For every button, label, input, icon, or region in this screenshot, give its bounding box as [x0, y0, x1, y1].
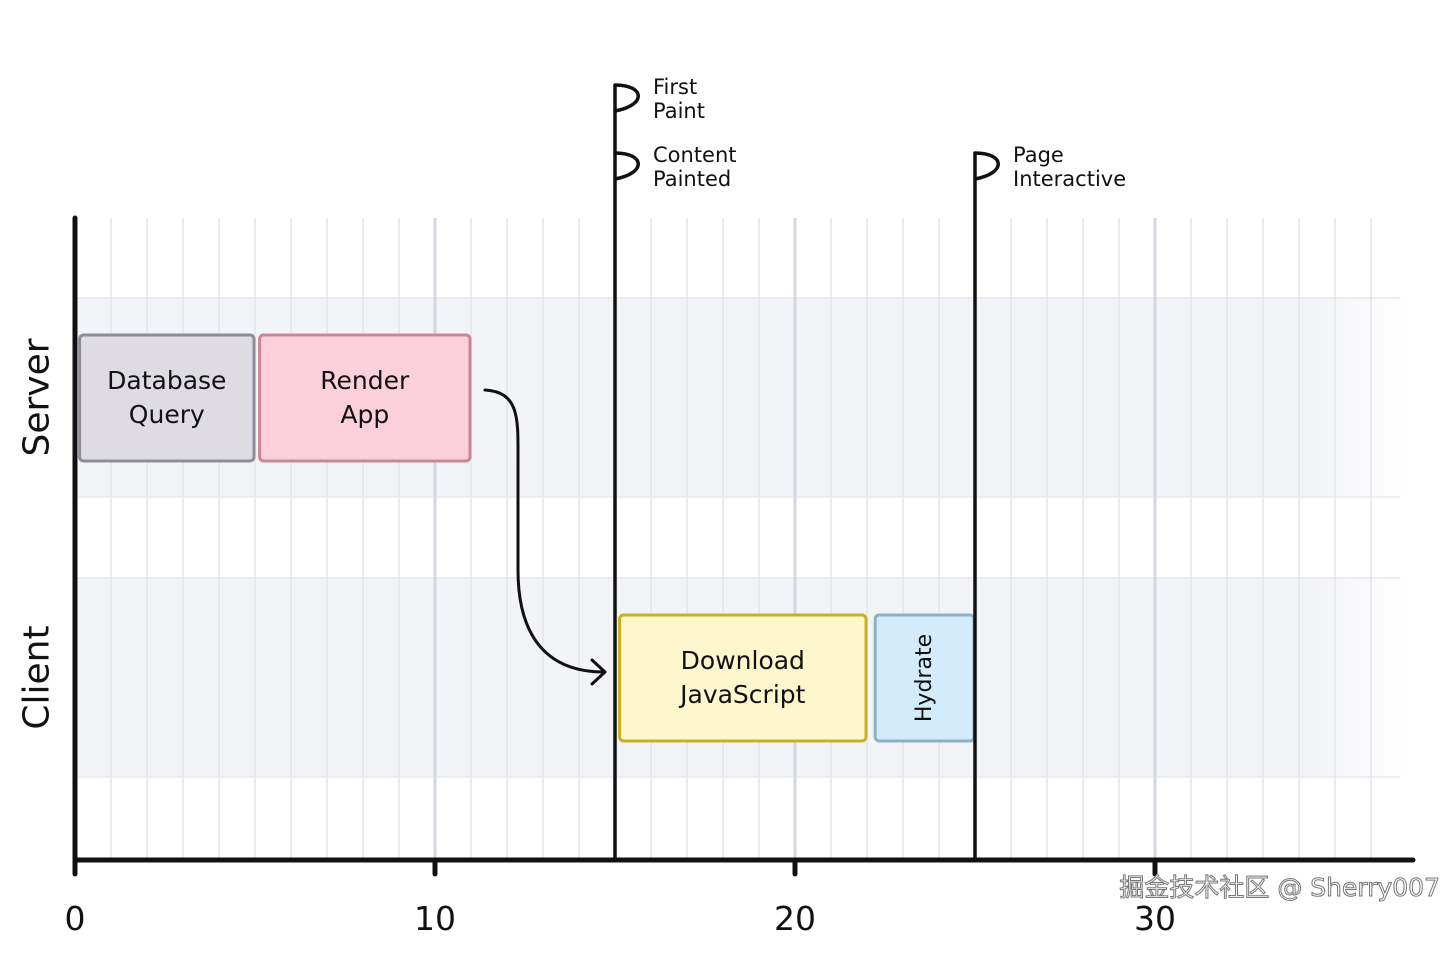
task-render-app: Render App [258, 333, 472, 463]
milestone-label: Page [1013, 143, 1064, 167]
row-label-server: Server [17, 338, 58, 456]
task-label: Query [129, 400, 205, 429]
task-database-query: Database Query [78, 333, 256, 463]
task-label: JavaScript [678, 680, 806, 709]
flag-icon [973, 151, 1000, 181]
x-tick-label: 10 [414, 899, 456, 938]
x-tick-label: 0 [65, 899, 86, 938]
task-box [618, 613, 868, 743]
transfer-arrow [483, 388, 607, 686]
task-box [78, 333, 256, 463]
watermark: 掘金技术社区 @ Sherry007 [1119, 873, 1440, 902]
x-tick-label: 20 [774, 899, 816, 938]
task-label: Download [681, 646, 805, 675]
task-download-javascript: Download JavaScript [618, 613, 868, 743]
task-hydrate: Hydrate [873, 613, 976, 743]
x-tick-label: 30 [1134, 899, 1176, 938]
flag-icon [613, 83, 640, 113]
task-label: Hydrate [912, 634, 937, 722]
milestone-label: First [653, 75, 697, 99]
milestone-label: Paint [653, 99, 705, 123]
flag-icon [613, 151, 640, 181]
task-label: Render [320, 366, 410, 395]
milestone-label: Content [653, 143, 737, 167]
task-label: Database [107, 366, 226, 395]
task-box [258, 333, 472, 463]
task-label: App [340, 400, 389, 429]
milestone-label: Interactive [1013, 167, 1126, 191]
milestone-label: Painted [653, 167, 731, 191]
row-label-client: Client [17, 625, 58, 729]
